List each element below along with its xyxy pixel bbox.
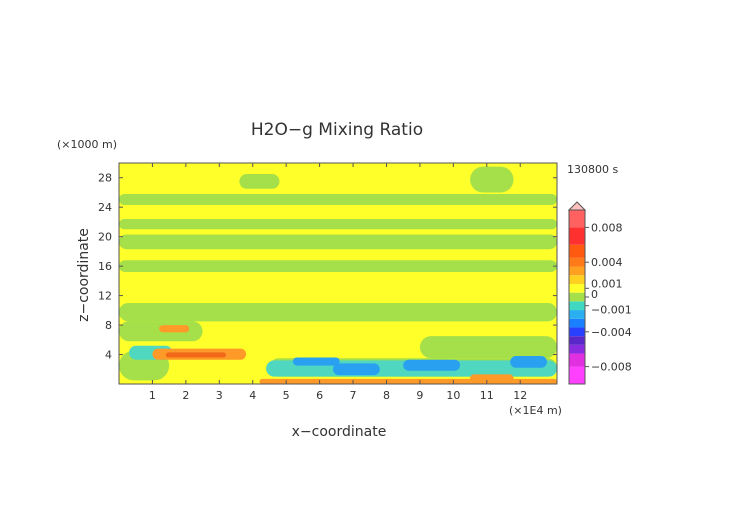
colorbar-band — [569, 301, 585, 311]
colorbar-band — [569, 283, 585, 293]
colorbar-tick-label: −0.004 — [591, 326, 632, 339]
x-tick-label: 1 — [149, 389, 156, 402]
contour-region — [165, 352, 226, 358]
contour-region — [292, 357, 340, 366]
colorbar-band — [569, 266, 585, 276]
colorbar-band — [569, 336, 585, 345]
colorbar-band — [569, 310, 585, 319]
colorbar-tick-label: 0 — [591, 288, 598, 301]
y-tick-label: 16 — [98, 260, 112, 273]
contour-region — [119, 260, 557, 273]
x-tick-label: 2 — [182, 389, 189, 402]
colorbar-band — [569, 275, 585, 284]
x-tick-label: 11 — [480, 389, 494, 402]
x-tick-label: 8 — [383, 389, 390, 402]
x-tick-label: 5 — [283, 389, 290, 402]
x-tick-label: 3 — [216, 389, 223, 402]
x-tick-label: 7 — [350, 389, 357, 402]
colorbar-tick-label: 0.008 — [591, 221, 623, 234]
colorbar-band — [569, 292, 585, 302]
contour-region — [119, 234, 557, 250]
colorbar-tick-label: −0.001 — [591, 304, 632, 317]
colorbar-arrow — [567, 201, 587, 211]
contour-region — [470, 166, 514, 193]
y-axis-unit: (×1000 m) — [57, 138, 117, 151]
colorbar-tick-label: −0.008 — [591, 361, 632, 374]
y-tick-label: 8 — [105, 319, 112, 332]
colorbar-band — [569, 227, 585, 245]
y-axis-label: z−coordinate — [76, 228, 92, 322]
colorbar-band — [569, 318, 585, 328]
contour-region — [119, 218, 557, 230]
colorbar-tick-label: 0.004 — [591, 256, 623, 269]
y-tick-label: 4 — [105, 349, 112, 362]
y-tick-label: 24 — [98, 201, 112, 214]
colorbar-band — [569, 257, 585, 267]
colorbar-band — [569, 344, 585, 354]
colorbar-tick-label: 0.001 — [591, 277, 623, 290]
time-label: 130800 s — [567, 163, 618, 176]
x-tick-label: 4 — [249, 389, 256, 402]
contour-region — [510, 356, 547, 368]
contour-region — [119, 193, 557, 205]
x-axis-ticks: 1 2 3 4 5 6 7 8 9 10 11 12 — [149, 163, 527, 402]
contour-region — [239, 174, 280, 189]
colorbar — [567, 201, 587, 385]
contour-region — [119, 302, 557, 322]
contour-region — [332, 363, 380, 376]
y-tick-label: 20 — [98, 231, 112, 244]
x-tick-label: 12 — [513, 389, 527, 402]
contour-region — [403, 359, 461, 371]
contour-regions — [119, 166, 557, 384]
contour-region — [470, 374, 514, 382]
plot-frame — [118, 162, 558, 385]
x-tick-label: 9 — [416, 389, 423, 402]
colorbar-band — [569, 244, 585, 258]
y-tick-label: 12 — [98, 290, 112, 303]
colorbar-band — [569, 327, 585, 337]
colorbar-band — [569, 366, 585, 384]
x-tick-label: 6 — [316, 389, 323, 402]
colorbar-band — [569, 210, 585, 228]
y-tick-label: 28 — [98, 172, 112, 185]
chart-title: H2O−g Mixing Ratio — [251, 120, 423, 140]
colorbar-band — [569, 353, 585, 367]
x-tick-label: 10 — [446, 389, 460, 402]
x-axis-unit: (×1E4 m) — [509, 404, 562, 417]
contour-region — [159, 325, 190, 333]
y-axis-ticks: 4 8 12 16 20 24 28 — [98, 172, 557, 362]
contour-region — [419, 336, 557, 359]
x-axis-label: x−coordinate — [292, 424, 387, 440]
